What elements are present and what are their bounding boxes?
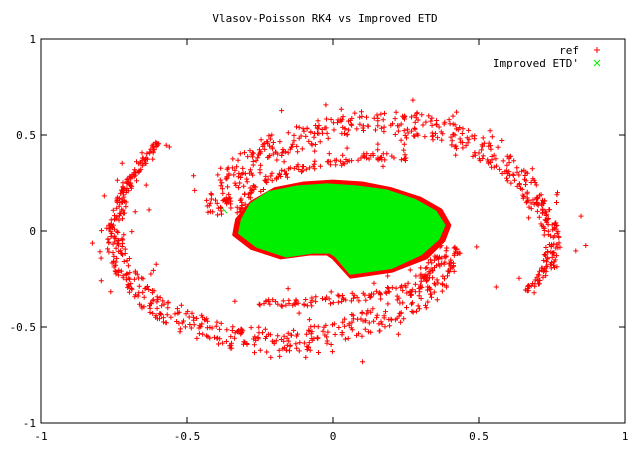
chart-title: Vlasov-Poisson RK4 vs Improved ETD [212, 12, 437, 25]
series-improved-etd [221, 183, 446, 275]
series-core-region [238, 183, 446, 275]
y-tick-label: 0 [29, 225, 36, 238]
y-tick-label: 0.5 [16, 129, 36, 142]
x-tick-label: -0.5 [174, 430, 201, 443]
y-tick-label: 1 [29, 33, 36, 46]
data-layer [89, 97, 589, 365]
x-tick-label: 1 [622, 430, 629, 443]
series-points [89, 97, 589, 365]
legend-label: ref [559, 44, 579, 57]
x-tick-label: 0 [330, 430, 337, 443]
legend-marker [593, 59, 601, 67]
legend-label: Improved ETD' [493, 57, 579, 70]
y-tick-label: -1 [23, 417, 36, 430]
x-tick-label: 0.5 [469, 430, 489, 443]
series-points [221, 208, 228, 214]
legend-marker [594, 47, 600, 53]
x-tick-label: -1 [34, 430, 47, 443]
y-tick-label: -0.5 [10, 321, 37, 334]
tick-marks: -1 -0.5 0 0.5 1 -1 -0.5 0 0.5 1 [10, 33, 629, 443]
